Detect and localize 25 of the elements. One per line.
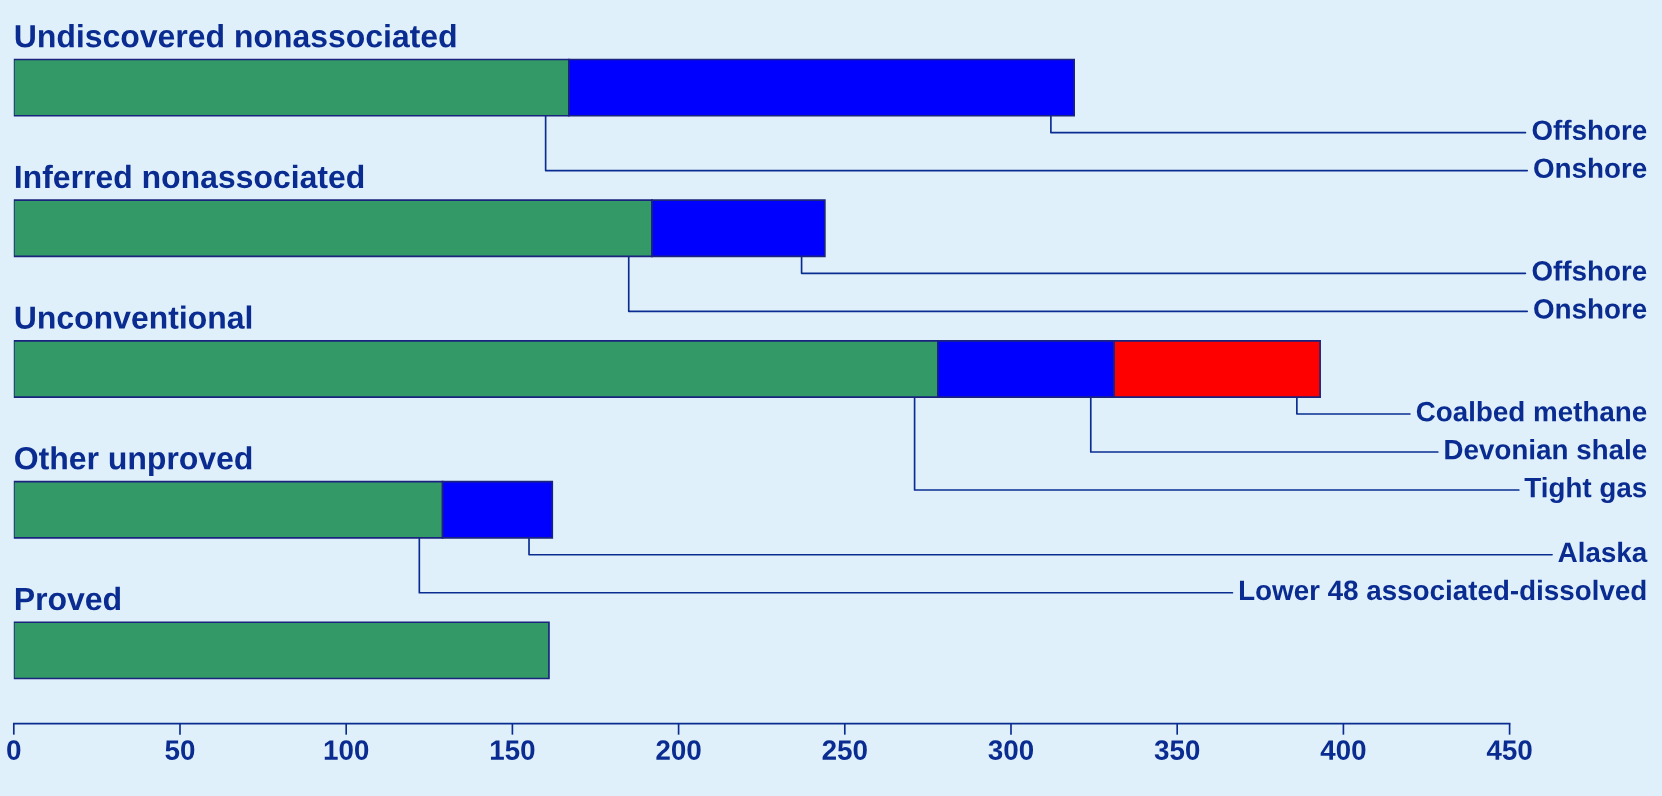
x-tick-label: 0 — [7, 740, 21, 760]
x-tick-label: 250 — [822, 740, 867, 760]
y-tick-label: Inferred nonassociated — [15, 164, 364, 189]
x-tick-label: 100 — [324, 740, 369, 760]
data-label: Lower 48 associated-dissolved — [1239, 579, 1646, 601]
data-label: Onshore — [1534, 298, 1647, 319]
y-tick-label: Unconventional — [15, 305, 252, 329]
y-tick-label: Undiscovered nonassociated — [15, 24, 456, 48]
data-label: Onshore — [1534, 157, 1647, 179]
x-tick-label: 150 — [490, 740, 535, 760]
y-tick-label: Other unproved — [15, 446, 252, 476]
data-label: Offshore — [1532, 260, 1647, 281]
data-label: Alaska — [1558, 541, 1648, 563]
data-label: Devonian shale — [1445, 439, 1647, 460]
data-label: Offshore — [1532, 119, 1647, 141]
x-tick-label: 450 — [1486, 740, 1532, 760]
x-tick-label: 50 — [165, 740, 195, 760]
bar — [13, 621, 550, 680]
x-tick-label: 400 — [1320, 740, 1366, 760]
x-tick-label: 200 — [656, 740, 701, 760]
x-tick-label: 300 — [988, 740, 1034, 760]
data-label: Tight gas — [1524, 477, 1647, 504]
x-tick-label: 350 — [1154, 740, 1200, 760]
data-label: Coalbed methane — [1416, 401, 1647, 422]
y-tick-label: Proved — [15, 586, 120, 611]
